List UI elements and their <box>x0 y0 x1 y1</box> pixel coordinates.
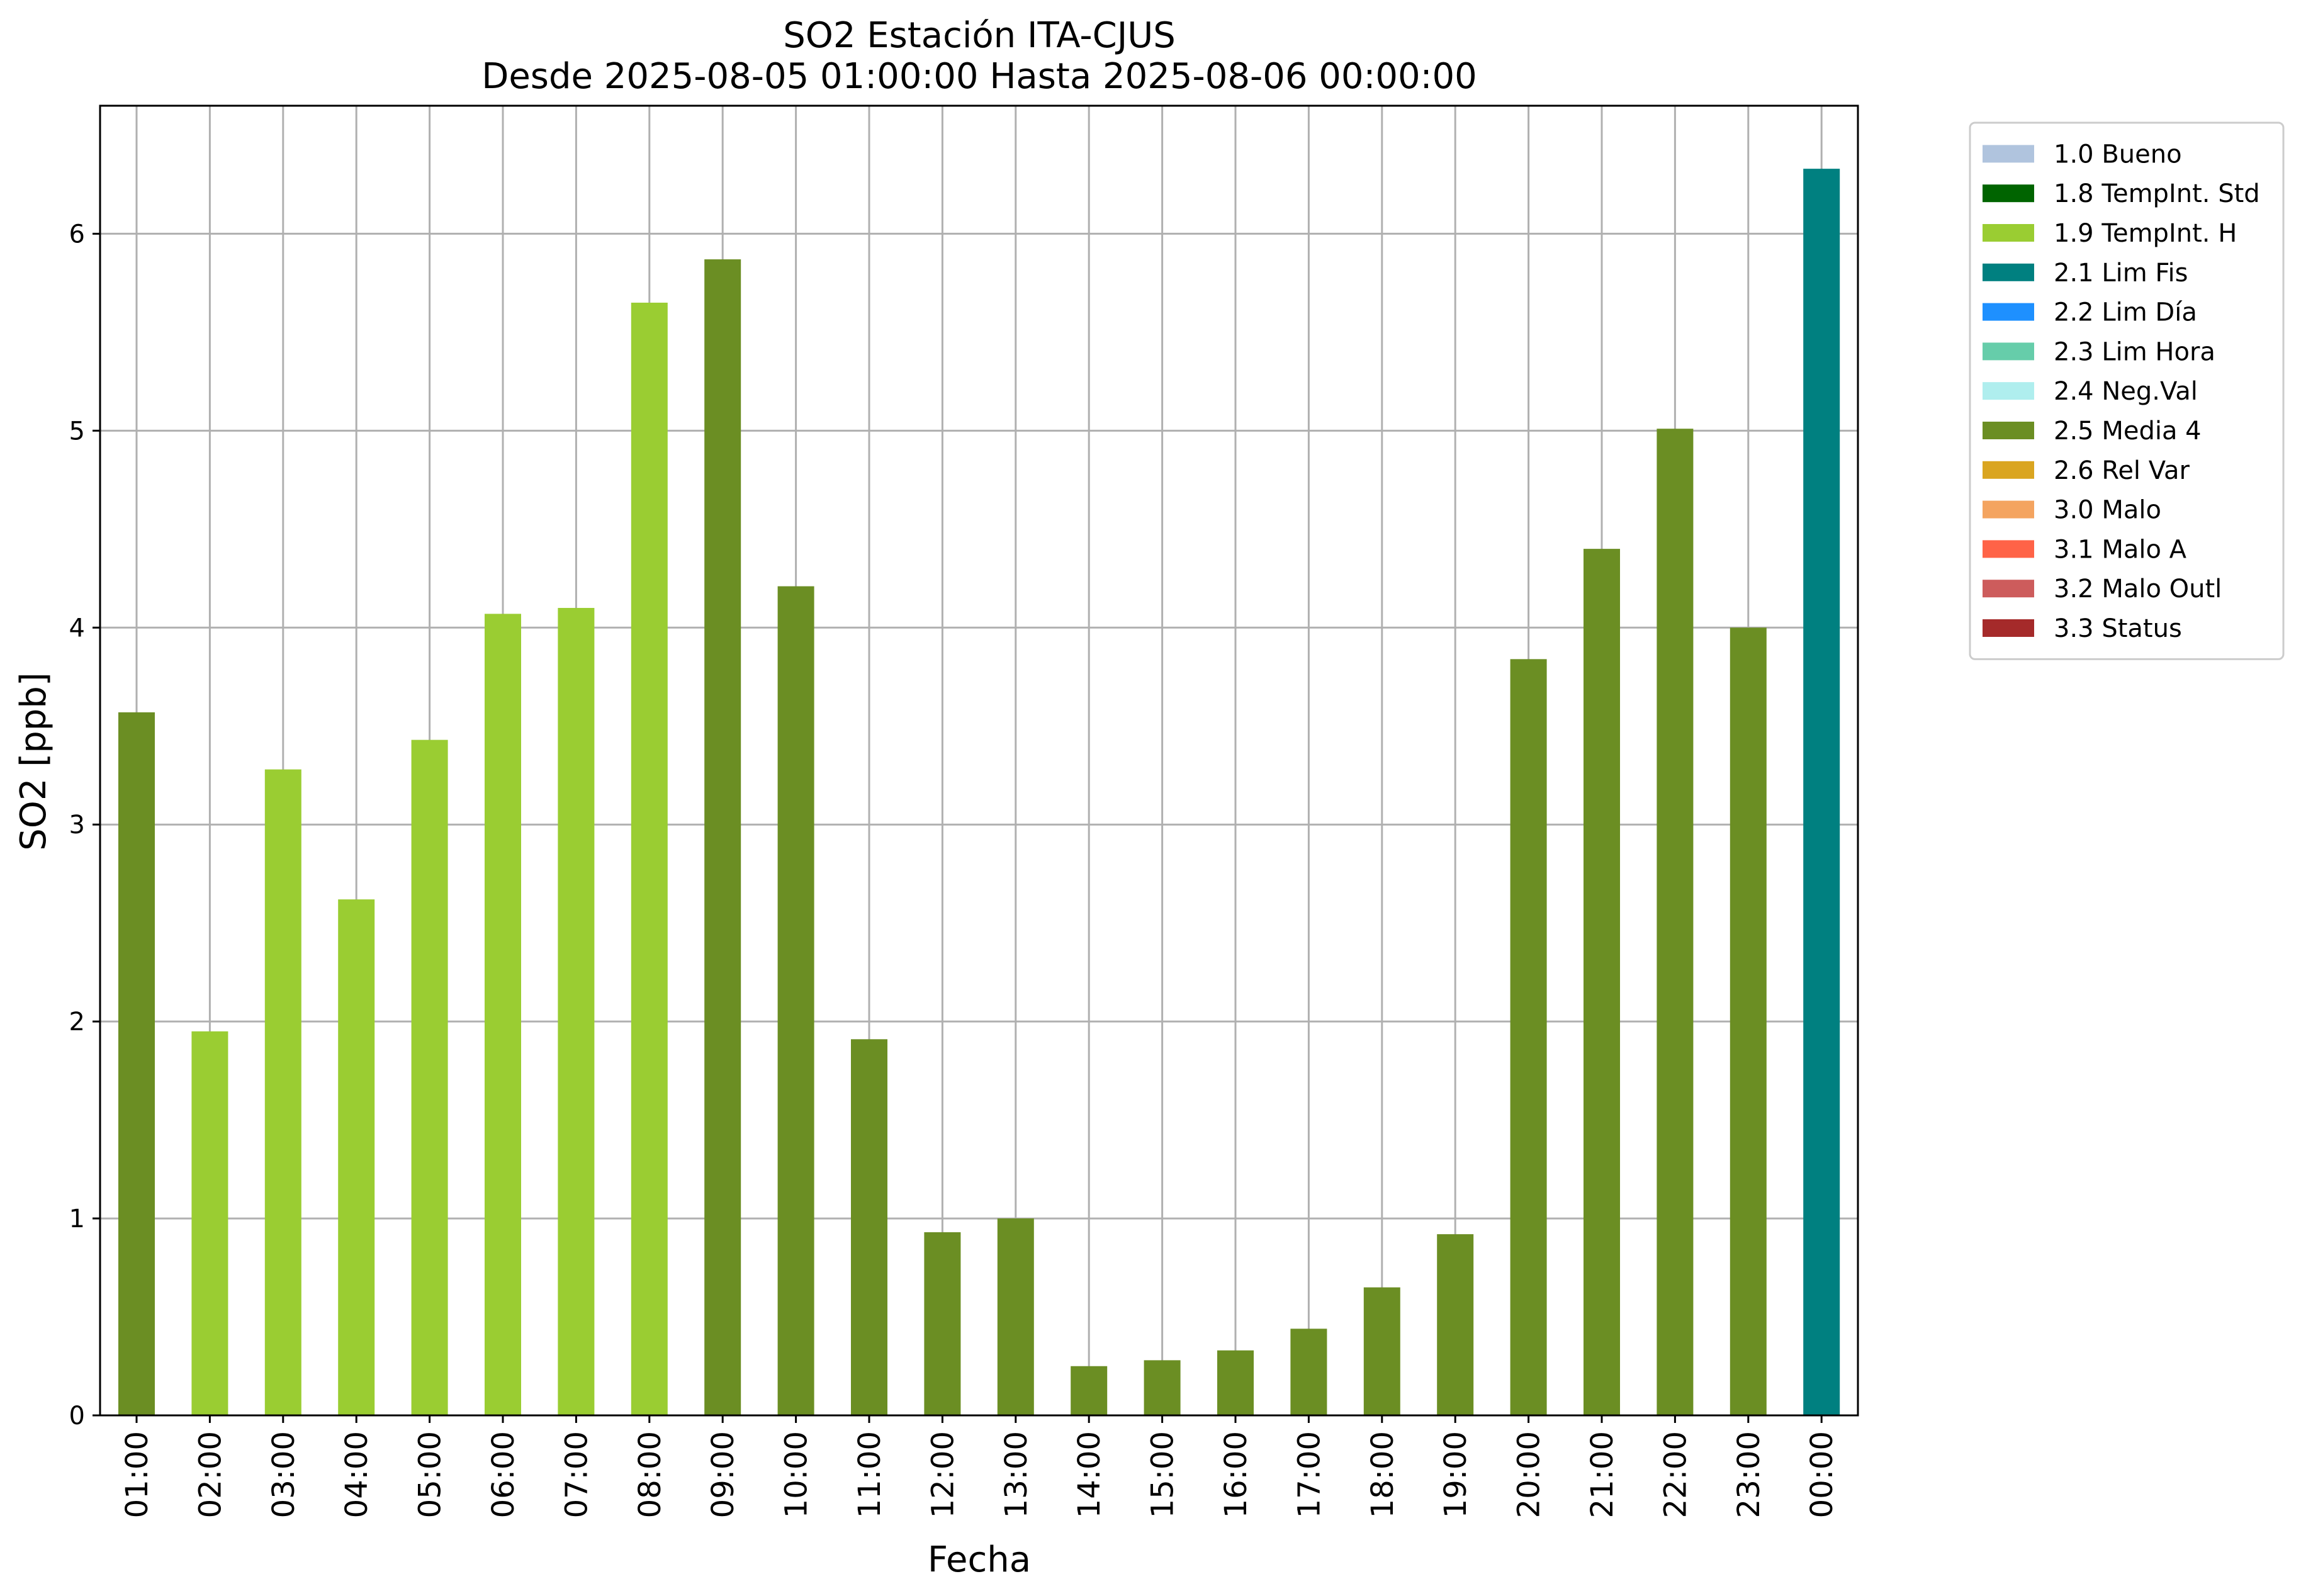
legend-swatch <box>1983 580 2034 598</box>
bar <box>1144 1360 1181 1415</box>
chart-title: SO2 Estación ITA-CJUS <box>783 15 1176 56</box>
legend-label: 3.2 Malo Outl <box>2054 575 2222 604</box>
y-tick-label: 5 <box>69 417 85 446</box>
bar <box>558 607 595 1415</box>
x-tick-label: 02:00 <box>193 1431 228 1518</box>
bar <box>411 739 448 1415</box>
bar <box>1217 1350 1254 1415</box>
legend-swatch <box>1983 461 2034 479</box>
legend-label: 1.0 Bueno <box>2054 140 2182 169</box>
legend-swatch <box>1983 540 2034 558</box>
x-tick-label: 10:00 <box>779 1431 814 1518</box>
x-tick-label: 01:00 <box>120 1431 155 1518</box>
bar <box>191 1031 228 1415</box>
x-tick-label: 05:00 <box>413 1431 448 1518</box>
x-tick-label: 20:00 <box>1512 1431 1547 1518</box>
y-tick-label: 1 <box>69 1205 85 1234</box>
y-tick-label: 4 <box>69 614 85 643</box>
legend-swatch <box>1983 422 2034 439</box>
x-tick-label: 13:00 <box>999 1431 1034 1518</box>
legend-swatch <box>1983 224 2034 242</box>
y-tick-label: 3 <box>69 811 85 840</box>
legend-swatch <box>1983 184 2034 203</box>
bar <box>1437 1234 1474 1415</box>
legend-label: 2.3 Lim Hora <box>2054 337 2215 366</box>
bar <box>631 302 668 1415</box>
bar <box>264 769 301 1415</box>
x-tick-label: 22:00 <box>1658 1431 1693 1518</box>
bar <box>1363 1287 1400 1415</box>
bar <box>851 1039 887 1415</box>
x-tick-label: 11:00 <box>852 1431 887 1518</box>
legend: 1.0 Bueno 1.8 TempInt. Std 1.9 TempInt. H 2… <box>1969 121 2285 660</box>
y-tick-label: 0 <box>69 1402 85 1430</box>
x-tick-label: 07:00 <box>559 1431 594 1518</box>
legend-label: 1.9 TempInt. H <box>2054 219 2237 248</box>
x-tick-label: 23:00 <box>1731 1431 1767 1518</box>
x-tick-label: 16:00 <box>1218 1431 1254 1518</box>
legend-label: 2.6 Rel Var <box>2054 456 2190 485</box>
legend-label: 2.1 Lim Fis <box>2054 259 2188 288</box>
legend-swatch <box>1983 263 2034 281</box>
legend-label: 3.0 Malo <box>2054 496 2161 525</box>
bar <box>1071 1366 1108 1415</box>
chart-subtitle: Desde 2025-08-05 01:00:00 Hasta 2025-08-… <box>481 56 1477 97</box>
legend-label: 3.3 Status <box>2054 614 2182 643</box>
bars <box>118 169 1840 1416</box>
bar <box>997 1218 1034 1415</box>
x-tick-label: 09:00 <box>706 1431 741 1518</box>
legend-swatch <box>1983 382 2034 400</box>
bar <box>1657 429 1694 1416</box>
legend-label: 3.1 Malo A <box>2054 535 2187 564</box>
bar <box>338 899 375 1415</box>
legend-swatch <box>1983 500 2034 519</box>
x-tick-label: 12:00 <box>925 1431 960 1518</box>
plot-frame <box>99 104 1859 1417</box>
bar <box>924 1232 961 1415</box>
x-tick-label: 00:00 <box>1804 1431 1840 1518</box>
x-tick-label: 14:00 <box>1072 1431 1107 1518</box>
legend-label: 2.2 Lim Día <box>2054 298 2197 327</box>
x-tick-label: 19:00 <box>1438 1431 1473 1518</box>
bar <box>485 614 521 1415</box>
legend-swatch <box>1983 619 2034 637</box>
legend-swatch <box>1983 303 2034 321</box>
y-tick-label: 6 <box>69 220 85 249</box>
x-tick-label: 21:00 <box>1585 1431 1620 1518</box>
legend-frame <box>1969 121 2285 660</box>
legend-label: 2.5 Media 4 <box>2054 417 2202 446</box>
x-tick-label: 15:00 <box>1145 1431 1181 1518</box>
bar <box>1584 549 1620 1416</box>
bar <box>777 586 814 1415</box>
legend-swatch <box>1983 342 2034 361</box>
x-tick-label: 18:00 <box>1365 1431 1400 1518</box>
legend-label: 1.8 TempInt. Std <box>2054 179 2260 208</box>
x-tick-label: 06:00 <box>486 1431 521 1518</box>
x-tick-label: 08:00 <box>633 1431 668 1518</box>
axes: 0 1 2 3 4 5 6 01:00 02:00 03:00 04:00 05:00 06:00 07:… <box>69 104 1859 1518</box>
legend-swatch <box>1983 145 2034 163</box>
x-tick-label: 17:00 <box>1291 1431 1327 1518</box>
x-tick-label: 04:00 <box>339 1431 374 1518</box>
y-tick-label: 2 <box>69 1008 85 1037</box>
y-axis-label: SO2 [ppb] <box>13 672 54 850</box>
bar <box>1803 169 1840 1416</box>
x-tick-label: 03:00 <box>266 1431 301 1518</box>
bar <box>1510 659 1547 1415</box>
legend-label: 2.4 Neg.Val <box>2054 377 2198 406</box>
x-axis-label: Fecha <box>928 1539 1031 1580</box>
bar <box>1290 1329 1327 1415</box>
bar <box>118 712 155 1415</box>
bar <box>1730 627 1767 1415</box>
bar <box>704 259 741 1416</box>
